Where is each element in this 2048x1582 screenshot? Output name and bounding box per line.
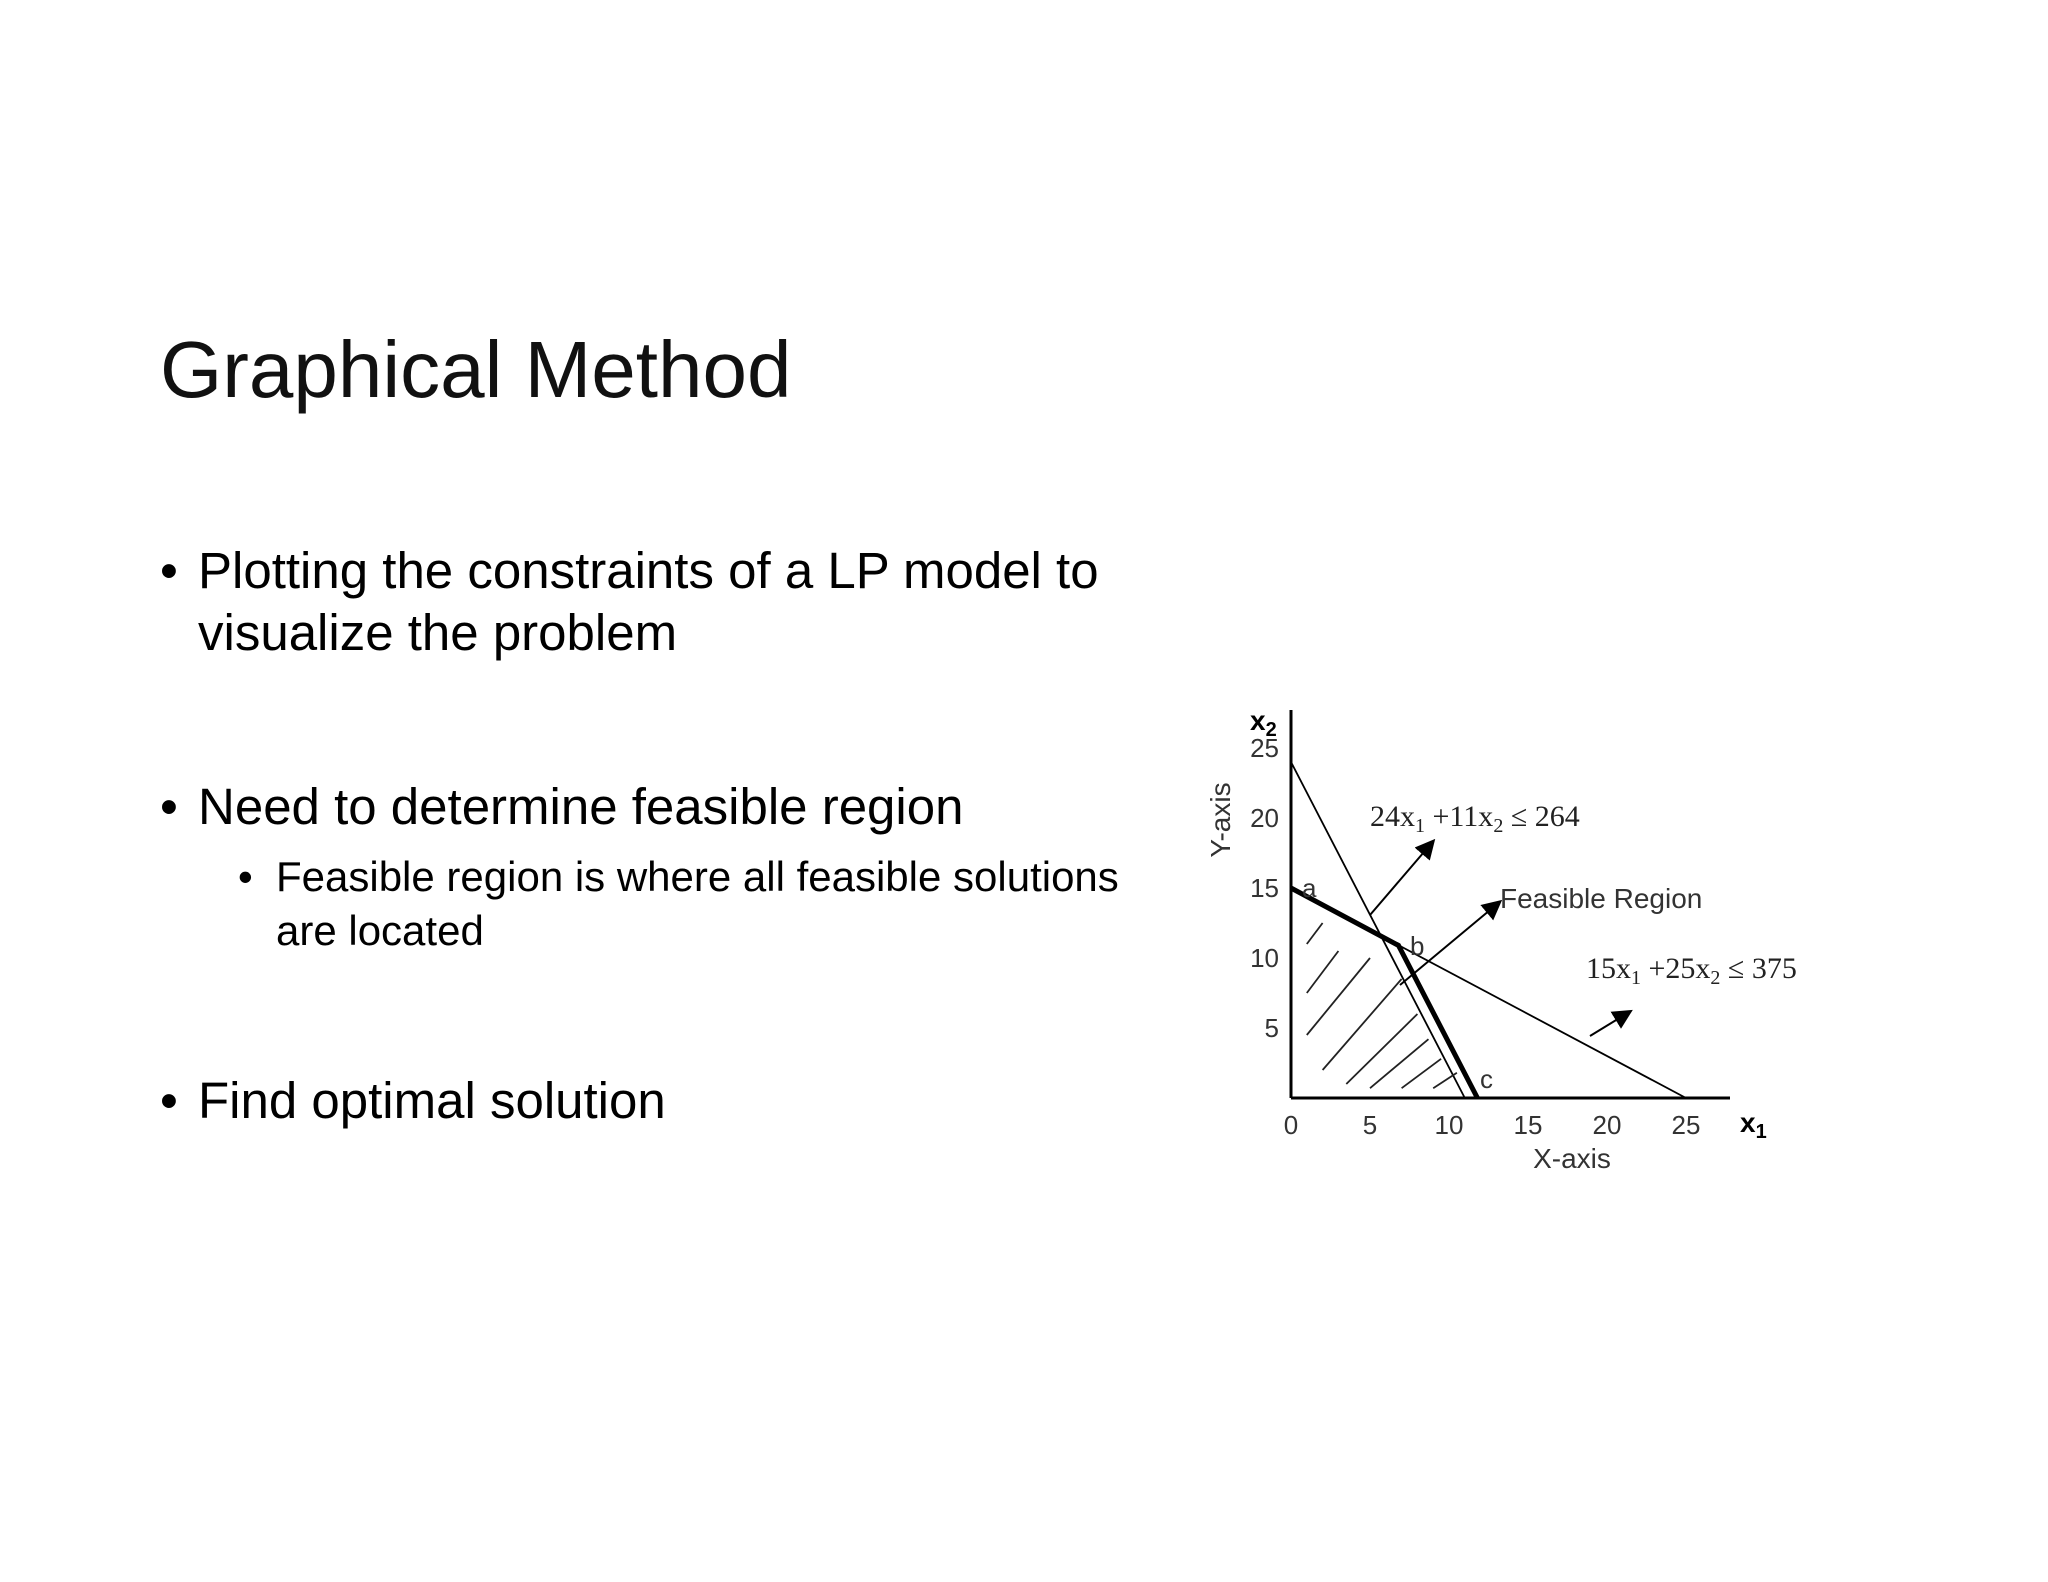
x-tick-label: 0 — [1284, 1110, 1298, 1140]
point-c-label: c — [1480, 1064, 1493, 1094]
bullet-text: Find optimal solution — [198, 1072, 666, 1129]
slide-title: Graphical Method — [160, 325, 792, 414]
bullet-dot: • — [160, 1072, 178, 1129]
hatch-line — [1432, 1072, 1458, 1089]
y-tick-label: 5 — [1265, 1013, 1279, 1043]
bullet-dot: • — [238, 853, 253, 900]
x-tick-label: 5 — [1363, 1110, 1377, 1140]
bullet-text: Plotting the constraints of a LP model t… — [198, 542, 1099, 661]
bullet-optimal-solution: • Find optimal solution — [160, 1070, 1160, 1132]
constraint-2-label: 15x1 +25x2 ≤ 375 — [1586, 952, 1797, 989]
x-tick-label: 20 — [1593, 1110, 1622, 1140]
point-a-label: a — [1302, 873, 1317, 903]
sub-bullet-feasible-definition: • Feasible region is where all feasible … — [238, 850, 1160, 958]
hatch-line — [1306, 957, 1371, 1036]
feasible-region-hatching — [1306, 922, 1458, 1089]
annotation-arrows — [1369, 838, 1633, 1037]
axes — [1289, 710, 1730, 1100]
x-tick-label: 10 — [1435, 1110, 1464, 1140]
feasible-boundary — [1289, 885, 1480, 1100]
y-tick-label: 15 — [1250, 873, 1279, 903]
constraint-lines — [1289, 761, 1687, 1100]
feasible-region-label: Feasible Region — [1500, 883, 1702, 914]
y-tick-label: 20 — [1250, 803, 1279, 833]
y-axis-title: Y-axis — [1205, 782, 1236, 857]
bullet-feasible-region: • Need to determine feasible region — [160, 776, 1160, 838]
x-tick-label: 15 — [1514, 1110, 1543, 1140]
constraint-1-label: 24x1 +11x2 ≤ 264 — [1370, 800, 1580, 837]
tick-labels: 0 5 10 15 20 25 5 10 15 20 25 — [1250, 733, 1700, 1140]
constraint-2-arrow — [1589, 1009, 1633, 1037]
x-axis-var-label: x1 — [1740, 1107, 1767, 1143]
hatch-line — [1306, 922, 1324, 945]
constraint-1-line — [1290, 761, 1466, 1099]
y-tick-label: 10 — [1250, 943, 1279, 973]
point-b-label: b — [1410, 931, 1424, 961]
hatch-line — [1321, 978, 1403, 1071]
hatch-line — [1306, 950, 1340, 994]
bullet-dot: • — [160, 778, 178, 835]
y-axis-var-label: x2 — [1250, 705, 1277, 741]
constraint-1-arrow — [1369, 838, 1436, 916]
feasible-region-arrow — [1399, 899, 1503, 986]
bullet-text: Need to determine feasible region — [198, 778, 964, 835]
x-tick-label: 25 — [1672, 1110, 1701, 1140]
x-axis-title: X-axis — [1533, 1143, 1611, 1174]
bullet-plotting: • Plotting the constraints of a LP model… — [160, 540, 1160, 664]
hatch-line — [1345, 1013, 1419, 1085]
hatch-line — [1369, 1038, 1430, 1089]
y-tick-label: 25 — [1250, 733, 1279, 763]
hatch-line — [1401, 1058, 1442, 1089]
sub-bullet-text: Feasible region is where all feasible so… — [276, 853, 1119, 954]
diagram-labels: x2 x1 X-axis Y-axis a b c 24x1 +11x2 ≤ 2… — [1205, 705, 1797, 1174]
bullet-dot: • — [160, 542, 178, 599]
